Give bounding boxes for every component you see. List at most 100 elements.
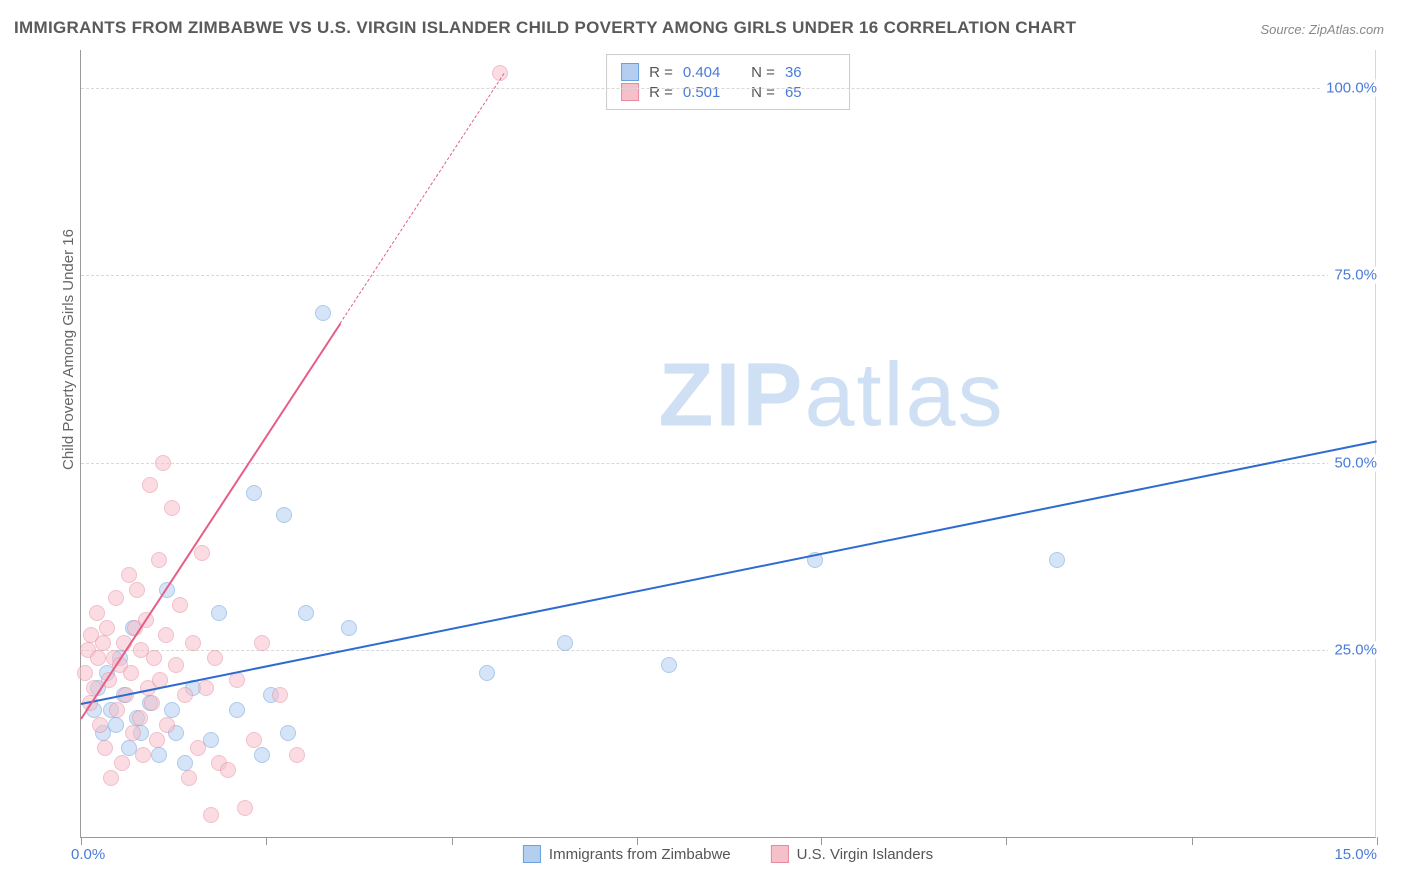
data-point	[144, 695, 160, 711]
legend-label: U.S. Virgin Islanders	[797, 846, 933, 863]
watermark-bold: ZIP	[658, 346, 804, 446]
x-tick	[637, 837, 638, 845]
y-tick-label: 50.0%	[1328, 454, 1377, 471]
data-point	[125, 725, 141, 741]
data-point	[203, 807, 219, 823]
data-point	[220, 762, 236, 778]
legend-swatch	[621, 83, 639, 101]
data-point	[661, 657, 677, 673]
data-point	[298, 605, 314, 621]
chart-container: Child Poverty Among Girls Under 16 ZIPat…	[50, 50, 1376, 838]
stat-n-value: 65	[785, 84, 835, 101]
chart-title: IMMIGRANTS FROM ZIMBABWE VS U.S. VIRGIN …	[14, 18, 1076, 38]
data-point	[177, 755, 193, 771]
stat-r-value: 0.404	[683, 64, 733, 81]
y-tick-label: 75.0%	[1328, 267, 1377, 284]
data-point	[229, 702, 245, 718]
legend-swatch	[621, 63, 639, 81]
data-point	[315, 305, 331, 321]
legend-swatch	[523, 845, 541, 863]
data-point	[158, 627, 174, 643]
stat-r-label: R =	[649, 84, 673, 101]
data-point	[77, 665, 93, 681]
data-point	[146, 650, 162, 666]
x-tick	[81, 837, 82, 845]
watermark-light: atlas	[804, 346, 1004, 446]
data-point	[129, 582, 145, 598]
data-point	[90, 650, 106, 666]
data-point	[151, 747, 167, 763]
data-point	[155, 455, 171, 471]
data-point	[276, 507, 292, 523]
data-point	[164, 500, 180, 516]
gridline	[81, 463, 1375, 464]
legend-swatch	[771, 845, 789, 863]
stats-row: R =0.404 N =36	[621, 63, 835, 81]
data-point	[172, 597, 188, 613]
data-point	[109, 702, 125, 718]
data-point	[151, 552, 167, 568]
x-tick	[452, 837, 453, 845]
data-point	[237, 800, 253, 816]
data-point	[159, 717, 175, 733]
x-tick	[821, 837, 822, 845]
x-axis-max-label: 15.0%	[1334, 846, 1377, 863]
data-point	[181, 770, 197, 786]
data-point	[164, 702, 180, 718]
data-point	[114, 755, 130, 771]
data-point	[207, 650, 223, 666]
data-point	[229, 672, 245, 688]
legend-item: U.S. Virgin Islanders	[771, 845, 933, 863]
stat-r-value: 0.501	[683, 84, 733, 101]
data-point	[149, 732, 165, 748]
data-point	[185, 635, 201, 651]
x-tick	[1377, 837, 1378, 845]
data-point	[108, 590, 124, 606]
data-point	[272, 687, 288, 703]
stats-row: R = 0.501 N = 65	[621, 83, 835, 101]
y-tick-label: 25.0%	[1328, 642, 1377, 659]
correlation-stats-legend: R =0.404 N =36R =0.501 N =65	[606, 54, 850, 110]
y-axis-label: Child Poverty Among Girls Under 16	[60, 229, 77, 470]
data-point	[211, 605, 227, 621]
legend-item: Immigrants from Zimbabwe	[523, 845, 731, 863]
data-point	[246, 485, 262, 501]
data-point	[108, 717, 124, 733]
plot-area: ZIPatlas R =0.404 N =36R =0.501 N =65 0.…	[80, 50, 1376, 838]
data-point	[1049, 552, 1065, 568]
data-point	[246, 732, 262, 748]
source-attribution: Source: ZipAtlas.com	[1260, 22, 1384, 37]
data-point	[92, 717, 108, 733]
legend-label: Immigrants from Zimbabwe	[549, 846, 731, 863]
data-point	[142, 477, 158, 493]
x-tick	[266, 837, 267, 845]
watermark: ZIPatlas	[658, 345, 1004, 448]
data-point	[121, 740, 137, 756]
data-point	[557, 635, 573, 651]
data-point	[280, 725, 296, 741]
x-tick	[1006, 837, 1007, 845]
stat-n-label: N =	[743, 64, 775, 81]
gridline	[81, 650, 1375, 651]
stat-n-label: N =	[743, 84, 775, 101]
footer-legend: Immigrants from Zimbabwe U.S. Virgin Isla…	[523, 845, 933, 863]
regression-line	[81, 440, 1377, 705]
y-tick-label: 100.0%	[1320, 79, 1377, 96]
gridline	[81, 88, 1375, 89]
data-point	[123, 665, 139, 681]
data-point	[103, 770, 119, 786]
data-point	[479, 665, 495, 681]
data-point	[132, 710, 148, 726]
data-point	[97, 740, 113, 756]
data-point	[121, 567, 137, 583]
x-tick	[1192, 837, 1193, 845]
stat-r-label: R =	[649, 64, 673, 81]
data-point	[341, 620, 357, 636]
data-point	[254, 635, 270, 651]
data-point	[95, 635, 111, 651]
data-point	[89, 605, 105, 621]
gridline	[81, 275, 1375, 276]
data-point	[289, 747, 305, 763]
data-point	[254, 747, 270, 763]
data-point	[168, 657, 184, 673]
